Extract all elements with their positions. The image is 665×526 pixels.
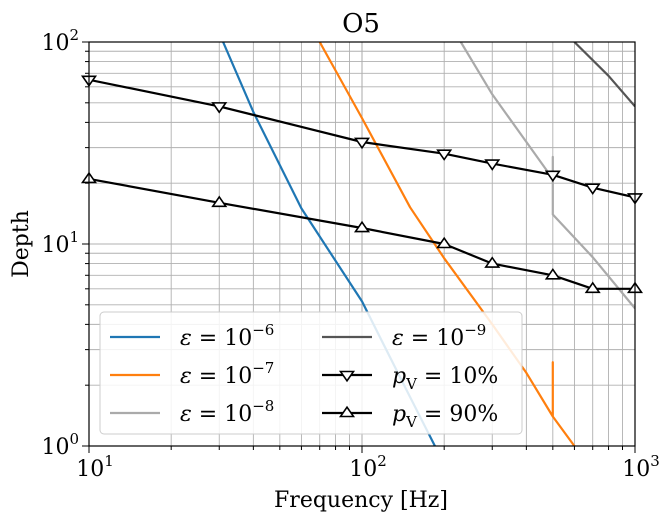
series-line-3 bbox=[459, 42, 635, 310]
series-5-marker bbox=[436, 149, 453, 161]
x-axis-label: Frequency [Hz] bbox=[274, 488, 448, 513]
series-line-4 bbox=[573, 42, 635, 108]
legend-marker-5 bbox=[338, 370, 356, 383]
legend-label-6: pV = 90% bbox=[392, 402, 498, 431]
legend-label-1: ε = 10−6 bbox=[180, 321, 274, 351]
y-tick-label: 100 bbox=[41, 430, 79, 460]
series-6-marker bbox=[484, 256, 501, 268]
chart-title: O5 bbox=[342, 9, 380, 39]
series-5-marker bbox=[353, 137, 371, 150]
y-tick-label: 101 bbox=[41, 228, 79, 258]
series-line-5 bbox=[89, 78, 635, 199]
series-5-marker bbox=[211, 102, 228, 114]
legend-label-3: ε = 10−8 bbox=[180, 397, 274, 427]
legend: ε = 10−6 ε = 10−7 ε = 10−8 ε = 10−9 pV = 10%… bbox=[99, 311, 523, 435]
series-5-marker bbox=[584, 183, 601, 195]
y-tick-label: 102 bbox=[41, 26, 79, 56]
legend-label-2: ε = 10−7 bbox=[180, 359, 274, 389]
series-line-6 bbox=[89, 177, 635, 290]
series-6-marker bbox=[211, 195, 228, 208]
legend-label-4: ε = 10−9 bbox=[392, 321, 486, 351]
y-axis-label: Depth bbox=[9, 210, 34, 278]
series-6-marker bbox=[584, 281, 601, 294]
x-tick-label: 103 bbox=[622, 452, 660, 482]
series-5-marker bbox=[544, 170, 561, 183]
legend-marker-6 bbox=[338, 405, 356, 418]
series-6-marker bbox=[436, 236, 453, 249]
series-6-marker bbox=[353, 220, 371, 233]
series-6-marker bbox=[544, 268, 561, 280]
legend-label-5: pV = 10% bbox=[392, 364, 498, 393]
x-tick-label: 101 bbox=[76, 452, 114, 482]
x-tick-label: 102 bbox=[349, 452, 387, 482]
series-5-marker bbox=[484, 159, 501, 171]
legend-box bbox=[99, 311, 523, 435]
